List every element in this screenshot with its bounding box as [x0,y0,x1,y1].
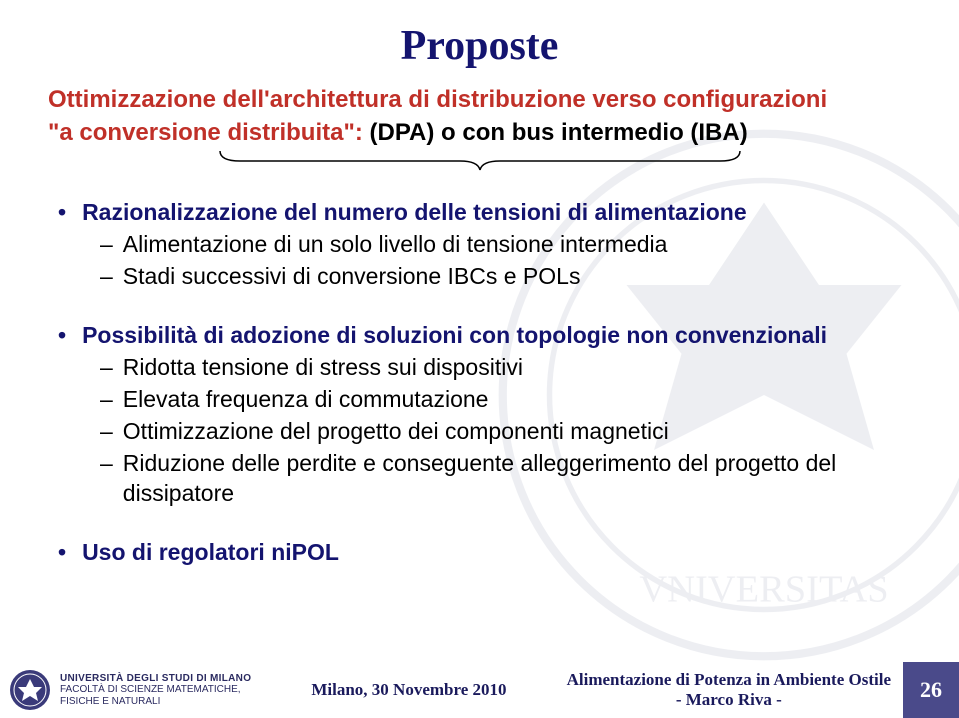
uni-faculty: FACOLTÀ DI SCIENZE MATEMATICHE,FISICHE E… [60,684,251,707]
bullet-label: Uso di regolatori niPOL [82,539,339,566]
footer-left: UNIVERSITÀ DEGLI STUDI DI MILANO FACOLTÀ… [0,668,251,712]
footer-bar: UNIVERSITÀ DEGLI STUDI DI MILANO FACOLTÀ… [0,662,959,718]
uni-name: UNIVERSITÀ DEGLI STUDI DI MILANO [60,673,251,685]
subtitle-pre: "a conversione distribuita": [48,119,370,146]
sub-item: –Ottimizzazione del progetto dei compone… [100,417,911,447]
bullet-rationalization: • Razionalizzazione del numero delle ten… [58,199,911,226]
subtitle-line-1: Ottimizzazione dell'architettura di dist… [48,84,911,115]
sub-item: –Stadi successivi di conversione IBCs e … [100,262,911,292]
bullet-dot: • [58,539,66,566]
content-area: • Razionalizzazione del numero delle ten… [48,199,911,565]
sub-item-text: Ridotta tensione di stress sui dispositi… [123,353,523,383]
sub-item: –Ridotta tensione di stress sui disposit… [100,353,911,383]
presentation-title: Alimentazione di Potenza in Ambiente Ost… [567,670,891,690]
sub-item-text: Elevata frequenza di commutazione [123,385,489,415]
subtitle-block: Ottimizzazione dell'architettura di dist… [48,84,911,148]
sub-item-text: Riduzione delle perdite e conseguente al… [123,449,911,509]
university-logo [8,668,52,712]
bullet-label: Razionalizzazione del numero delle tensi… [82,199,747,226]
sub-item-text: Ottimizzazione del progetto dei componen… [123,417,669,447]
bullet-nipol: • Uso di regolatori niPOL [58,539,911,566]
slide-title: Proposte [48,22,911,70]
university-text: UNIVERSITÀ DEGLI STUDI DI MILANO FACOLTÀ… [60,673,251,708]
presentation-author: - Marco Riva - [567,690,891,710]
sub-item: –Alimentazione di un solo livello di ten… [100,230,911,260]
sub-item: –Elevata frequenza di commutazione [100,385,911,415]
sub-item-text: Alimentazione di un solo livello di tens… [123,230,668,260]
bullet-dot: • [58,322,66,349]
bullet-dot: • [58,199,66,226]
sub-item: –Riduzione delle perdite e conseguente a… [100,449,911,509]
curly-brace-decor [48,146,911,177]
page-number: 26 [903,662,959,718]
svg-text:VNIVERSITAS: VNIVERSITAS [639,568,888,610]
bullet-possibility: • Possibilità di adozione di soluzioni c… [58,322,911,349]
footer-location: Milano, 30 Novembre 2010 [251,680,566,700]
subtitle-dpa: (DPA) o con bus intermedio (IBA) [370,119,748,146]
subtitle-line-2: "a conversione distribuita": (DPA) o con… [48,117,911,148]
sub-item-text: Stadi successivi di conversione IBCs e P… [123,262,581,292]
bullet-label: Possibilità di adozione di soluzioni con… [82,322,827,349]
footer-right-text: Alimentazione di Potenza in Ambiente Ost… [567,670,903,709]
